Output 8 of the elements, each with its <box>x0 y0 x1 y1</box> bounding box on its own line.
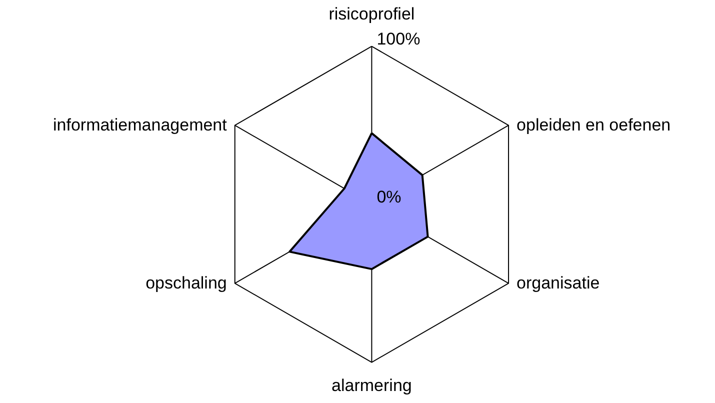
spoke-label: organisatie <box>516 273 600 292</box>
y-tick-label: 0% <box>376 187 402 206</box>
spoke-label: alarmering <box>332 376 412 395</box>
spoke-label: informatiemanagement <box>52 115 228 134</box>
spoke-label: opschaling <box>146 273 227 292</box>
y-tick-label: 100% <box>376 29 420 48</box>
spoke-label: risicoprofiel <box>328 4 415 24</box>
spoke-label: opleiden en oefenen <box>516 115 671 134</box>
